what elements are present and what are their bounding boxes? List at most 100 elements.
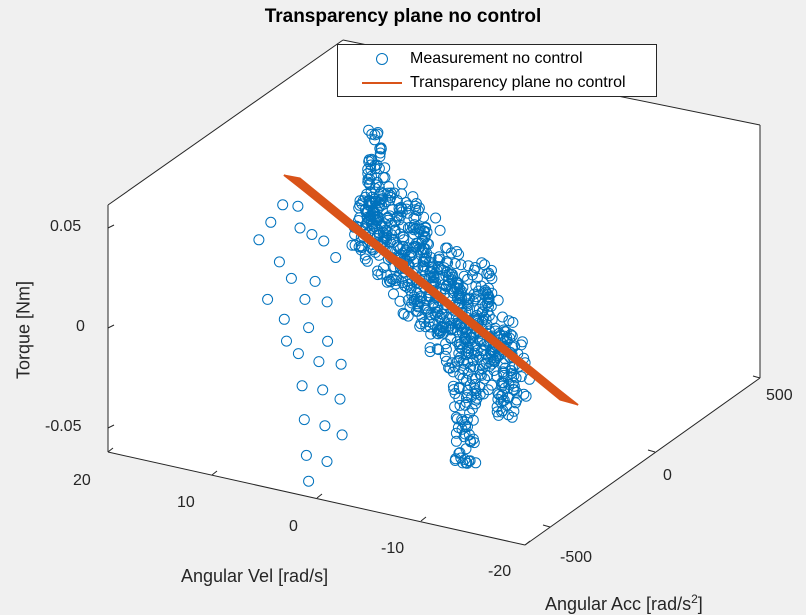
y-tick-mark xyxy=(647,449,656,453)
measurement-point xyxy=(303,475,315,487)
measurement-point xyxy=(386,229,398,241)
measurement-point xyxy=(309,275,321,287)
measurement-point xyxy=(432,328,444,340)
measurement-point xyxy=(318,235,330,247)
x-tick-mark xyxy=(420,516,427,522)
measurement-point xyxy=(375,268,387,280)
measurement-point xyxy=(367,222,378,234)
measurement-point xyxy=(378,262,389,274)
measurement-point xyxy=(429,302,441,314)
y-tick-label: -500 xyxy=(560,549,593,566)
measurement-point xyxy=(483,282,494,294)
measurement-point xyxy=(460,443,472,455)
measurement-point xyxy=(455,259,467,271)
measurement-point xyxy=(397,272,409,284)
measurement-point xyxy=(486,273,498,285)
measurement-point xyxy=(438,327,449,339)
measurement-point xyxy=(508,405,520,417)
measurement-point xyxy=(425,252,437,264)
measurement-point xyxy=(408,294,420,306)
measurement-point xyxy=(397,231,409,243)
measurement-point xyxy=(370,196,382,207)
measurement-point xyxy=(384,194,396,206)
measurement-point xyxy=(408,228,420,240)
measurement-point xyxy=(482,370,494,381)
measurement-point xyxy=(361,206,373,218)
measurement-point xyxy=(385,276,396,288)
measurement-point xyxy=(440,343,452,355)
measurement-point xyxy=(298,414,310,426)
axis-ticks xyxy=(107,224,761,546)
measurement-point xyxy=(470,293,481,305)
measurement-point xyxy=(470,457,482,469)
measurement-point xyxy=(362,176,374,188)
measurement-point xyxy=(453,392,465,404)
measurement-point xyxy=(296,380,308,392)
measurement-point xyxy=(443,274,455,286)
x-tick-label: 20 xyxy=(73,472,91,489)
measurement-point xyxy=(461,457,473,469)
measurement-point xyxy=(424,321,436,333)
y-axis-label-sup: 2 xyxy=(691,592,698,606)
measurement-point xyxy=(294,222,306,234)
measurement-point xyxy=(372,265,384,277)
measurement-point xyxy=(346,239,358,251)
measurement-point xyxy=(381,276,393,288)
measurement-point xyxy=(410,305,422,317)
measurement-point xyxy=(416,235,428,247)
measurement-point xyxy=(402,294,414,306)
measurement-point xyxy=(253,234,265,246)
measurement-point xyxy=(454,341,466,353)
measurement-point xyxy=(431,343,443,355)
measurement-point xyxy=(473,351,485,363)
measurement-point xyxy=(461,374,472,386)
measurement-point xyxy=(518,388,530,400)
measurement-point xyxy=(375,142,387,154)
measurement-point xyxy=(430,276,441,288)
x-tick-label: 0 xyxy=(289,518,298,535)
measurement-point xyxy=(499,362,511,374)
measurement-point xyxy=(476,363,488,375)
measurement-point xyxy=(409,200,421,212)
z-tick-label: -0.05 xyxy=(45,418,82,435)
measurement-point xyxy=(491,406,503,418)
measurement-point xyxy=(497,395,509,407)
measurement-point xyxy=(480,349,492,361)
legend-item-measurement: Measurement no control xyxy=(338,47,656,71)
measurement-point xyxy=(417,264,429,276)
measurement-point xyxy=(432,261,444,273)
x-tick-mark xyxy=(524,540,531,546)
measurement-point xyxy=(384,210,396,222)
measurement-point xyxy=(321,296,333,308)
measurement-point xyxy=(379,218,391,230)
measurement-point xyxy=(484,270,496,282)
measurement-point xyxy=(447,380,459,392)
measurement-point xyxy=(397,307,409,319)
measurement-point xyxy=(277,199,289,211)
z-tick-mark xyxy=(107,224,115,229)
measurement-point xyxy=(378,198,390,210)
measurement-point xyxy=(463,455,475,467)
measurement-point xyxy=(364,178,375,190)
x-tick-mark xyxy=(316,493,323,499)
transparency-plane xyxy=(283,174,579,406)
measurement-point xyxy=(262,293,274,305)
measurement-point xyxy=(505,329,517,340)
measurement-point xyxy=(300,449,312,461)
measurement-point xyxy=(401,281,413,293)
measurement-point xyxy=(464,292,476,304)
measurement-point xyxy=(465,361,477,373)
measurement-point xyxy=(397,240,409,252)
measurement-point xyxy=(456,293,468,304)
measurement-point xyxy=(498,330,510,342)
measurement-point xyxy=(374,147,386,159)
legend-marker-circle xyxy=(376,53,388,65)
measurement-point xyxy=(501,335,513,347)
measurement-point xyxy=(390,275,402,286)
measurement-point xyxy=(419,256,431,267)
measurement-point xyxy=(507,316,519,328)
x-axis-label: Angular Vel [rad/s] xyxy=(181,566,329,586)
measurement-point xyxy=(377,187,389,199)
measurement-point xyxy=(454,399,466,411)
